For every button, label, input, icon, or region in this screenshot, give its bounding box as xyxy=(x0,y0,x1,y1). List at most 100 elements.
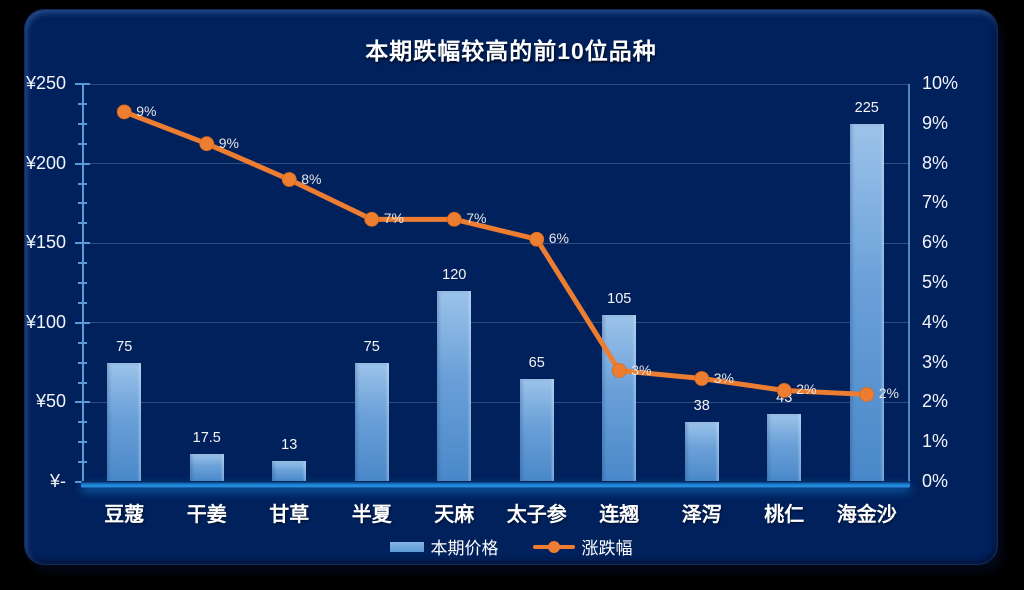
minor-tick xyxy=(78,381,87,384)
minor-tick xyxy=(78,182,87,185)
line-marker xyxy=(364,211,380,227)
gridline xyxy=(83,401,908,403)
secondary-axis-label: 4% xyxy=(922,311,949,332)
line-marker xyxy=(611,363,627,378)
major-tick xyxy=(75,162,90,165)
bar xyxy=(519,378,554,482)
category-label: 海金沙 xyxy=(836,504,897,526)
line-marker xyxy=(446,211,462,227)
line-series-swatch xyxy=(532,540,575,553)
legend-label-price: 本期价格 xyxy=(430,539,499,558)
secondary-axis-label: 3% xyxy=(922,351,949,372)
gridline xyxy=(83,322,908,324)
x-axis-baseline xyxy=(81,481,910,488)
right-axis-line xyxy=(908,84,910,482)
line-point-label: 6% xyxy=(548,230,569,247)
major-tick xyxy=(75,401,90,404)
y-axis-label: ¥150 xyxy=(25,232,66,253)
minor-tick xyxy=(78,262,87,265)
y-axis-label: ¥100 xyxy=(25,311,66,332)
bar xyxy=(684,421,719,482)
bar-value-label: 120 xyxy=(442,266,467,283)
line-marker xyxy=(116,104,132,120)
category-label: 太子参 xyxy=(506,504,567,526)
line-marker xyxy=(694,371,710,386)
plot-area: ¥250 ¥200 ¥150 ¥100 ¥50 ¥- 10% 9% 8% 7% 6% 5% 4% 3% 2%… xyxy=(25,10,997,564)
line-point-label: 9% xyxy=(136,102,157,119)
minor-tick xyxy=(78,222,87,225)
category-label: 甘草 xyxy=(269,504,310,526)
minor-tick xyxy=(78,301,87,304)
line-series xyxy=(116,104,875,402)
bar-value-label: 13 xyxy=(281,437,298,454)
secondary-axis-label: 2% xyxy=(922,391,949,412)
line-path xyxy=(121,109,870,397)
bar xyxy=(189,454,224,482)
bar-value-label: 38 xyxy=(693,397,710,414)
legend-label-change: 涨跌幅 xyxy=(581,539,633,558)
secondary-axis-label: 9% xyxy=(922,112,949,133)
minor-tick xyxy=(78,122,87,125)
line-marker xyxy=(859,387,875,402)
secondary-axis-label: 5% xyxy=(922,272,949,292)
line-point-label: 7% xyxy=(466,210,487,227)
minor-tick xyxy=(78,421,87,424)
major-tick xyxy=(75,321,90,324)
legend-item-price: 本期价格 xyxy=(389,534,499,559)
category-label: 豆蔻 xyxy=(104,504,145,526)
major-tick xyxy=(75,242,90,245)
minor-tick xyxy=(78,461,87,464)
y-axis-label: ¥200 xyxy=(25,152,66,173)
gridline xyxy=(83,163,908,165)
category-label: 干姜 xyxy=(186,504,227,526)
bar-value-label: 75 xyxy=(116,338,133,355)
minor-tick xyxy=(78,202,87,205)
line-point-label: 7% xyxy=(383,210,404,227)
bar xyxy=(107,362,142,482)
category-label: 桃仁 xyxy=(764,504,805,526)
category-label: 天麻 xyxy=(434,504,475,526)
line-point-label: 2% xyxy=(878,385,899,402)
bar-value-label: 75 xyxy=(363,338,380,355)
category-label: 连翘 xyxy=(599,504,640,526)
bar xyxy=(354,362,389,482)
line-point-label: 2% xyxy=(796,381,817,398)
y-axis-label: ¥- xyxy=(49,471,66,491)
minor-tick xyxy=(78,282,87,284)
bar xyxy=(602,314,637,482)
y-axis-label: ¥250 xyxy=(25,73,66,93)
chart-card: 本期跌幅较高的前10位品种 ¥250 ¥200 ¥150 ¥100 ¥50 ¥- 10% 9%… xyxy=(24,9,998,565)
secondary-axis-label: 0% xyxy=(922,471,949,491)
line-point-label: 9% xyxy=(218,134,239,151)
y-axis-label: ¥50 xyxy=(35,391,66,412)
chart-title: 本期跌幅较高的前10位品种 xyxy=(365,38,657,64)
line-marker xyxy=(199,136,215,152)
line-point-label: 3% xyxy=(713,369,734,386)
bar xyxy=(437,290,472,482)
line-marker xyxy=(529,231,545,247)
bar-value-label: 105 xyxy=(607,290,632,307)
minor-tick xyxy=(78,142,87,145)
legend-item-change: 涨跌幅 xyxy=(532,534,633,559)
category-label: 半夏 xyxy=(351,504,392,526)
line-marker xyxy=(776,383,792,398)
gridline xyxy=(83,242,908,244)
bar-value-label: 65 xyxy=(528,354,545,371)
bar xyxy=(272,461,307,482)
category-label: 泽泻 xyxy=(681,504,722,526)
secondary-axis-label: 8% xyxy=(922,152,949,173)
line-point-label: 8% xyxy=(301,170,322,187)
legend: 本期价格 涨跌幅 xyxy=(25,534,997,559)
bar-value-label: 17.5 xyxy=(192,430,221,447)
secondary-axis-label: 1% xyxy=(922,431,949,452)
minor-tick xyxy=(78,441,87,444)
minor-tick xyxy=(78,341,87,344)
secondary-axis-label: 10% xyxy=(922,73,959,93)
bar-value-label: 225 xyxy=(854,99,879,116)
minor-tick xyxy=(78,361,87,364)
minor-tick xyxy=(78,102,87,105)
gridline xyxy=(83,83,908,85)
bar xyxy=(849,123,884,482)
bar xyxy=(767,413,802,482)
